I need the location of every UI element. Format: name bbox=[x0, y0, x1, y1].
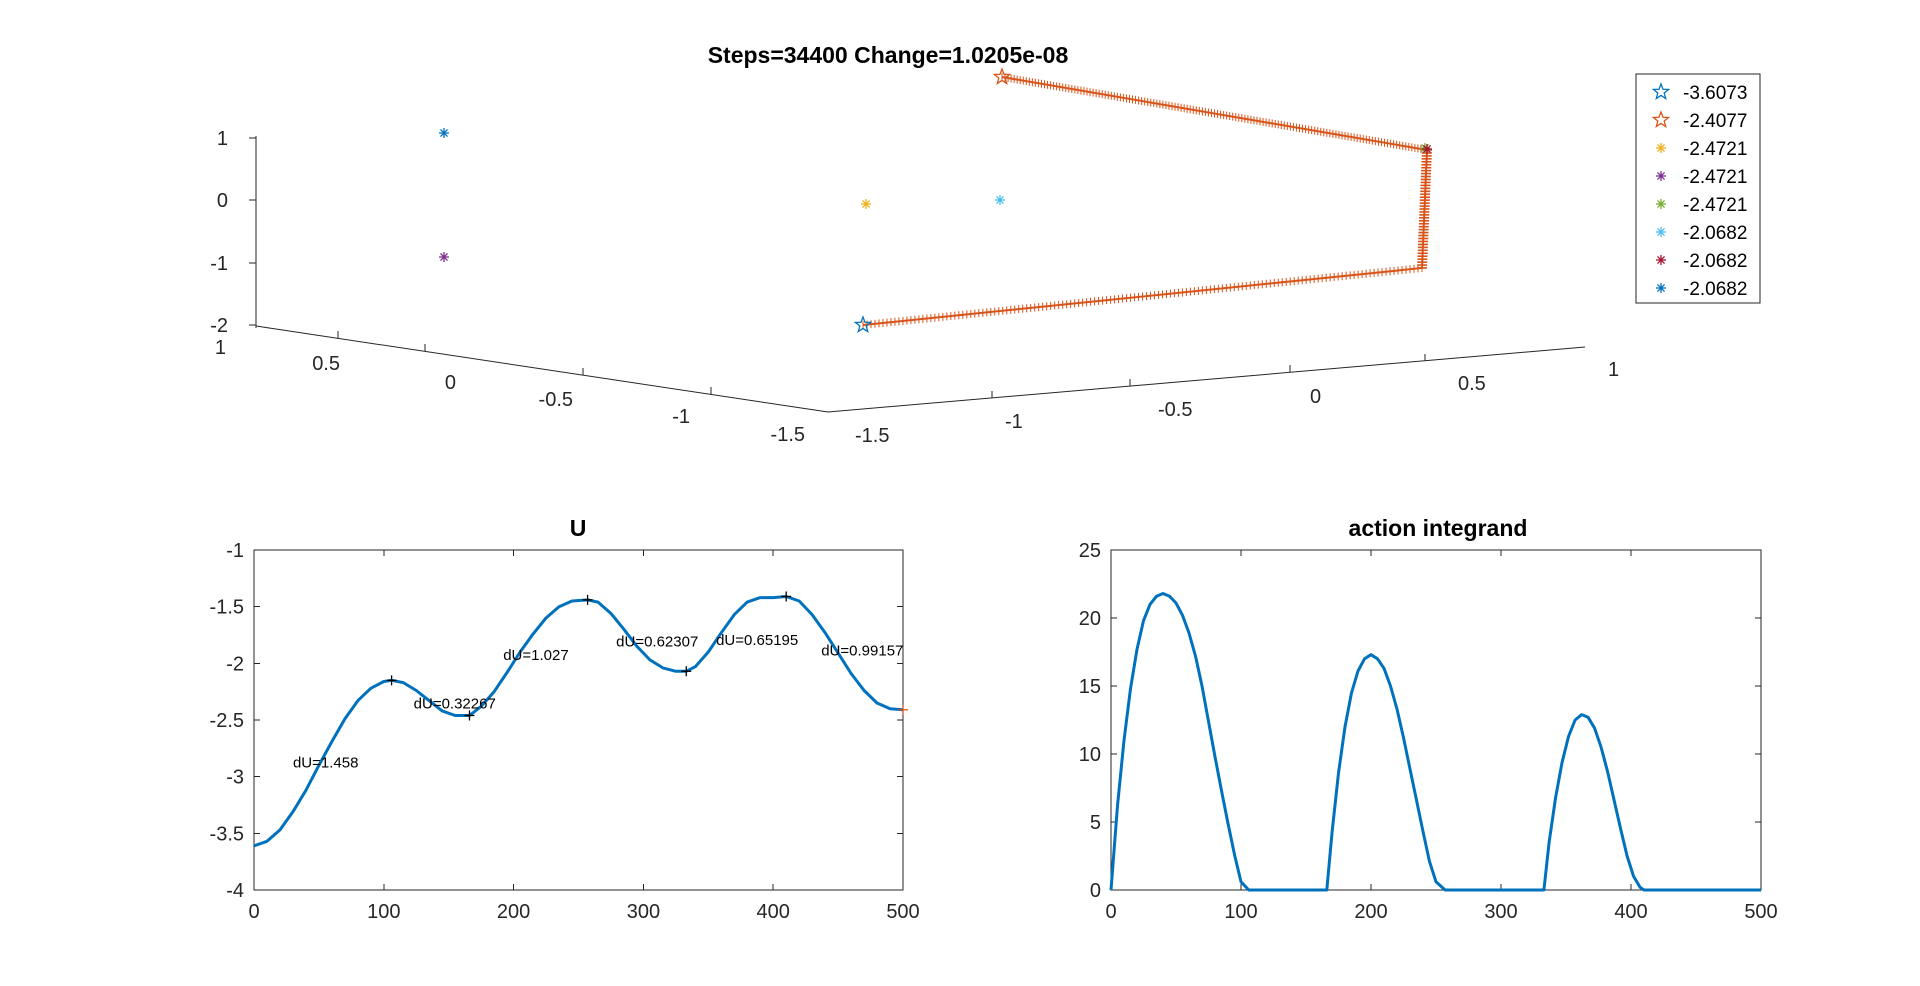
plot3d-end-star bbox=[992, 67, 1012, 85]
plot3d-extremum-point bbox=[1422, 144, 1432, 154]
plot-u-x-ticklabel: 200 bbox=[497, 901, 530, 923]
plot-u-x-ticklabel: 300 bbox=[627, 901, 660, 923]
plot-u-annotation: dU=1.458 bbox=[293, 755, 358, 772]
plot-u-y-ticklabel: -2.5 bbox=[210, 710, 244, 732]
plot-u-annotation: dU=0.32267 bbox=[414, 696, 496, 713]
plot-u-annotation: dU=1.027 bbox=[503, 647, 568, 664]
legend-label: -2.0682 bbox=[1683, 251, 1747, 272]
plot3d-z-ticklabel: -1 bbox=[210, 253, 228, 275]
plot-u-annotation: dU=0.62307 bbox=[616, 633, 698, 650]
plot-u-extremum-marker bbox=[582, 594, 593, 605]
plot-u-x-ticklabel: 0 bbox=[248, 901, 259, 923]
plot-u-annotation: dU=0.99157 bbox=[821, 642, 903, 659]
plot3d-z-ticklabel: 0 bbox=[217, 190, 228, 212]
plot-action-data bbox=[1109, 592, 1761, 892]
plot-action-y-ticklabel: 15 bbox=[1079, 676, 1101, 698]
plot-u-extremum-marker bbox=[464, 710, 475, 721]
plot-action-x-ticklabel: 100 bbox=[1224, 901, 1257, 923]
plot3d-z-ticklabel: 1 bbox=[217, 128, 228, 150]
plot3d-extremum-point bbox=[439, 128, 449, 138]
plot-u-x-ticklabel: 100 bbox=[367, 901, 400, 923]
legend-label: -3.6073 bbox=[1683, 83, 1747, 104]
legend-marker-asterisk bbox=[1656, 171, 1666, 181]
plot-u-extremum-marker bbox=[386, 675, 397, 686]
plot-action-x-ticklabel: 0 bbox=[1105, 901, 1116, 923]
plot3d-z-ticklabel: -2 bbox=[210, 315, 228, 337]
legend-marker-asterisk bbox=[1656, 227, 1666, 237]
plot3d-extremum-point bbox=[439, 252, 449, 262]
plot-action-x-ticklabel: 400 bbox=[1614, 901, 1647, 923]
plot-action-ticks: 0 100 200 300 400 500 0 5 10 15 20 25 bbox=[1079, 540, 1778, 923]
plot3d-legend-box bbox=[1635, 73, 1761, 304]
plot3d-title: Steps=34400 Change=1.0205e-08 bbox=[708, 42, 1069, 68]
plot-u-series-line bbox=[253, 595, 904, 848]
plot-u-ticks: 0 100 200 300 400 500 -4 -3.5 -3 -2.5 -2 -1.5 -1 bbox=[210, 540, 920, 923]
legend-marker-asterisk bbox=[1656, 199, 1666, 209]
plot-action-x-ticklabel: 500 bbox=[1744, 901, 1777, 923]
plot3d-y-ticklabel: 0.5 bbox=[1458, 373, 1486, 395]
plot3d: Steps=34400 Change=1.0205e-08 1 0 -1 -2 … bbox=[210, 42, 1761, 447]
plot-u-y-ticklabel: -1 bbox=[226, 540, 244, 562]
plot3d-x-ticklabel: 0.5 bbox=[312, 353, 340, 375]
plot-action-x-ticklabel: 200 bbox=[1354, 901, 1387, 923]
plot3d-legend: -3.6073 -2.4077 -2.4721 -2.4721 -2.4721 -2.06… bbox=[1651, 82, 1747, 300]
plot-u-y-ticklabel: -3 bbox=[226, 767, 244, 789]
plot3d-y-axis bbox=[827, 346, 1586, 413]
plot3d-path-line bbox=[862, 76, 1429, 326]
legend-marker-asterisk bbox=[1656, 255, 1666, 265]
plot-u-x-ticklabel: 400 bbox=[757, 901, 790, 923]
plot3d-x-axis bbox=[255, 325, 829, 413]
plot3d-y-ticklabel: -1.5 bbox=[855, 425, 889, 447]
plot3d-extremum-point bbox=[861, 199, 871, 209]
plot3d-extrema-points bbox=[439, 67, 1432, 333]
plot-u-y-ticklabel: -1.5 bbox=[210, 597, 244, 619]
legend-label: -2.4721 bbox=[1683, 139, 1747, 160]
legend-label: -2.4721 bbox=[1683, 195, 1747, 216]
plot-u: U 0 100 200 300 400 500 -4 -3.5 -3 -2.5 -2 -1.5 -1 d… bbox=[210, 515, 920, 923]
plot-u-y-ticklabel: -4 bbox=[226, 880, 244, 902]
plot3d-x-ticklabel: -1.5 bbox=[771, 424, 805, 446]
legend-marker-asterisk bbox=[1656, 283, 1666, 293]
plot-u-data: dU=1.458 dU=0.32267 dU=1.027 dU=0.62307 dU=0… bbox=[253, 591, 908, 848]
plot-u-y-ticklabel: -3.5 bbox=[210, 823, 244, 845]
plot-u-title: U bbox=[570, 515, 587, 541]
plot-u-y-ticklabel: -2 bbox=[226, 653, 244, 675]
plot3d-path bbox=[862, 73, 1432, 329]
plot3d-y-ticklabel: -0.5 bbox=[1158, 399, 1192, 421]
plot-u-extremum-marker bbox=[681, 666, 692, 677]
plot-action: action integrand 0 100 200 300 400 500 0 5 10 15 2… bbox=[1079, 515, 1778, 923]
plot3d-x-ticklabel: -1 bbox=[672, 406, 690, 428]
plot-action-y-ticklabel: 25 bbox=[1079, 540, 1101, 562]
plot3d-extremum-point bbox=[995, 195, 1005, 205]
plot3d-x-ticklabel: 0 bbox=[445, 372, 456, 394]
plot-action-series-line bbox=[1109, 592, 1761, 892]
plot-action-y-ticklabel: 20 bbox=[1079, 608, 1101, 630]
plot3d-x-ticklabel: 1 bbox=[215, 337, 226, 359]
plot-action-y-ticklabel: 0 bbox=[1090, 880, 1101, 902]
legend-label: -2.0682 bbox=[1683, 223, 1747, 244]
plot-action-x-ticklabel: 300 bbox=[1484, 901, 1517, 923]
plot-u-extremum-marker bbox=[781, 591, 792, 602]
legend-marker-star bbox=[1651, 82, 1671, 100]
plot-action-title: action integrand bbox=[1349, 515, 1528, 541]
legend-label: -2.4077 bbox=[1683, 111, 1747, 132]
legend-marker-asterisk bbox=[1656, 143, 1666, 153]
plot-action-axes-box bbox=[1110, 549, 1762, 891]
legend-label: -2.4721 bbox=[1683, 167, 1747, 188]
plot-action-y-ticklabel: 10 bbox=[1079, 744, 1101, 766]
plot3d-x-ticklabel: -0.5 bbox=[539, 389, 573, 411]
plot-u-x-ticklabel: 500 bbox=[886, 901, 919, 923]
plot3d-y-ticklabel: -1 bbox=[1005, 411, 1023, 433]
plot3d-start-star bbox=[853, 315, 873, 333]
plot-action-y-ticklabel: 5 bbox=[1090, 812, 1101, 834]
legend-marker-star bbox=[1651, 110, 1671, 128]
plot3d-y-ticklabel: 0 bbox=[1310, 386, 1321, 408]
plot-u-annotation: dU=0.65195 bbox=[716, 632, 798, 649]
plot-u-endpoint-marker bbox=[898, 704, 908, 715]
legend-label: -2.0682 bbox=[1683, 279, 1747, 300]
plot3d-y-ticklabel: 1 bbox=[1608, 359, 1619, 381]
